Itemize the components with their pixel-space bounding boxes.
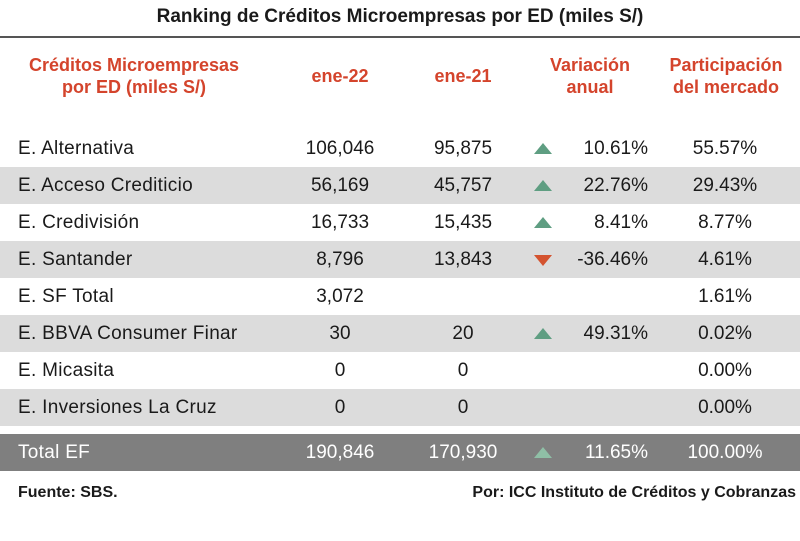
trend-cell bbox=[530, 241, 556, 278]
value-share: 0.00% bbox=[698, 360, 752, 381]
trend-cell bbox=[530, 130, 556, 167]
value-share: 1.61% bbox=[698, 286, 752, 307]
entity-name: Total EF bbox=[18, 442, 91, 463]
entity-name: E. Santander bbox=[18, 249, 133, 270]
table-row: E. Micasita 0 0 0.00% bbox=[0, 352, 800, 389]
value-share: 100.00% bbox=[687, 442, 763, 463]
value-ene22: 3,072 bbox=[316, 286, 364, 307]
value-ene21: 95,875 bbox=[433, 138, 493, 159]
header-name-line1: Créditos Microempresas bbox=[28, 55, 240, 75]
value-variation bbox=[552, 352, 648, 389]
trend-cell bbox=[530, 315, 556, 352]
value-ene22: 16,733 bbox=[310, 212, 370, 233]
value-ene22: 8,796 bbox=[316, 249, 364, 270]
table-row: E. Credivisión 16,733 15,435 8.41% 8.77% bbox=[0, 204, 800, 241]
value-ene21: 13,843 bbox=[433, 249, 493, 270]
entity-name: E. Micasita bbox=[18, 360, 115, 381]
value-share: 0.02% bbox=[698, 323, 752, 344]
header-share-line1: Participación bbox=[669, 55, 783, 75]
value-share: 29.43% bbox=[692, 175, 758, 196]
value-ene21: 170,930 bbox=[428, 442, 498, 463]
value-variation: 8.41% bbox=[594, 212, 648, 233]
value-share: 0.00% bbox=[698, 397, 752, 418]
entity-name: E. Alternativa bbox=[18, 138, 135, 159]
value-variation bbox=[552, 389, 648, 426]
table-title: Ranking de Créditos Microempresas por ED… bbox=[156, 6, 644, 27]
value-variation: 11.65% bbox=[584, 442, 648, 463]
triangle-down-icon bbox=[534, 255, 552, 266]
value-ene21: 20 bbox=[452, 323, 474, 344]
value-variation: -36.46% bbox=[577, 249, 648, 270]
triangle-up-icon bbox=[534, 180, 552, 191]
entity-name: E. Inversiones La Cruz bbox=[18, 397, 217, 418]
value-variation: 10.61% bbox=[583, 138, 648, 159]
table-row: E. Inversiones La Cruz 0 0 0.00% bbox=[0, 389, 800, 426]
header-name-line2: por ED (miles S/) bbox=[61, 77, 207, 97]
value-ene21: 15,435 bbox=[433, 212, 493, 233]
title-divider bbox=[0, 36, 800, 38]
value-ene21: 0 bbox=[457, 397, 469, 418]
entity-name: E. SF Total bbox=[18, 286, 114, 307]
value-ene21: 0 bbox=[457, 360, 469, 381]
triangle-up-icon bbox=[534, 143, 552, 154]
value-ene22: 30 bbox=[329, 323, 351, 344]
value-share: 4.61% bbox=[698, 249, 752, 270]
triangle-up-icon bbox=[534, 217, 552, 228]
table-row: E. Santander 8,796 13,843 -36.46% 4.61% bbox=[0, 241, 800, 278]
trend-cell bbox=[530, 167, 556, 204]
header-variation: Variación anual bbox=[528, 54, 652, 98]
value-variation: 22.76% bbox=[583, 175, 648, 196]
value-ene21 bbox=[393, 278, 533, 315]
triangle-up-icon bbox=[534, 447, 552, 458]
value-ene22: 190,846 bbox=[305, 442, 375, 463]
value-ene22: 0 bbox=[334, 397, 346, 418]
table-row: E. Acceso Crediticio 56,169 45,757 22.76% 29… bbox=[0, 167, 800, 204]
entity-name: E. BBVA Consumer Finar bbox=[18, 323, 238, 344]
header-variation-line2: anual bbox=[566, 77, 614, 97]
value-ene22: 106,046 bbox=[305, 138, 375, 159]
triangle-up-icon bbox=[534, 328, 552, 339]
table-row: E. BBVA Consumer Finar 30 20 49.31% 0.02% bbox=[0, 315, 800, 352]
total-row: Total EF 190,846 170,930 11.65% 100.00% bbox=[0, 434, 800, 471]
footer-source: Fuente: SBS. bbox=[18, 484, 118, 501]
entity-name: E. Credivisión bbox=[18, 212, 140, 233]
value-share: 8.77% bbox=[698, 212, 752, 233]
trend-cell bbox=[530, 434, 556, 471]
entity-name: E. Acceso Crediticio bbox=[18, 175, 193, 196]
value-ene21: 45,757 bbox=[433, 175, 493, 196]
value-ene22: 56,169 bbox=[310, 175, 370, 196]
header-ene22: ene-22 bbox=[311, 66, 369, 86]
value-ene22: 0 bbox=[334, 360, 346, 381]
header-variation-line1: Variación bbox=[549, 55, 631, 75]
header-share: Participación del mercado bbox=[652, 54, 800, 98]
header-share-line2: del mercado bbox=[672, 77, 780, 97]
header-name: Créditos Microempresas por ED (miles S/) bbox=[0, 54, 268, 98]
trend-cell bbox=[530, 204, 556, 241]
header-ene21: ene-21 bbox=[434, 66, 492, 86]
value-variation bbox=[552, 278, 648, 315]
value-share: 55.57% bbox=[692, 138, 758, 159]
footer-credit: Por: ICC Instituto de Créditos y Cobranz… bbox=[472, 484, 796, 501]
value-variation: 49.31% bbox=[583, 323, 648, 344]
table-row: E. Alternativa 106,046 95,875 10.61% 55.57% bbox=[0, 130, 800, 167]
table-row: E. SF Total 3,072 1.61% bbox=[0, 278, 800, 315]
